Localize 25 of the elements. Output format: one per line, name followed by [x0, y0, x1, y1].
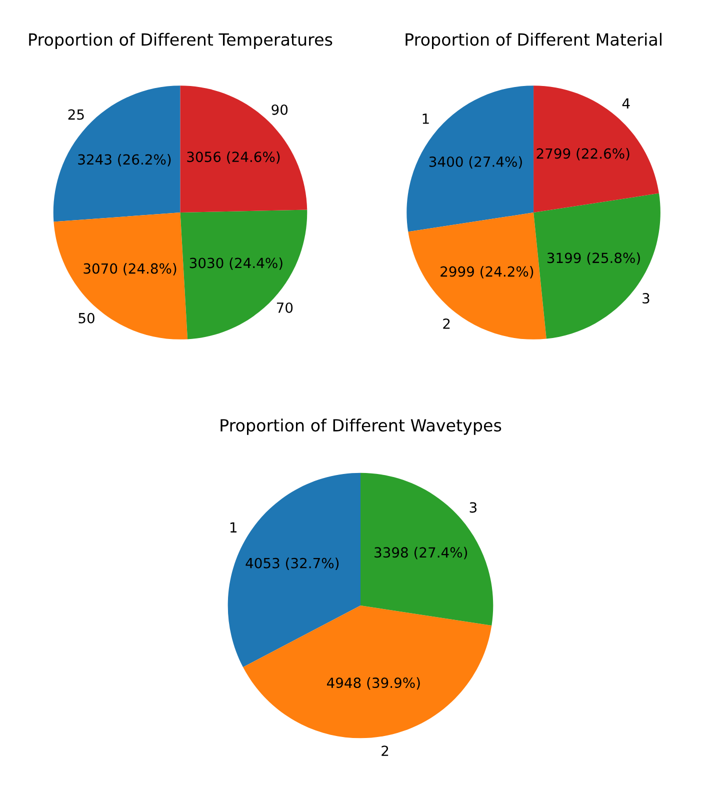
data-label: 3243 (26.2%) — [78, 154, 171, 166]
slice-label: 4 — [622, 98, 630, 109]
chart-title: Proportion of Different Wavetypes — [220, 418, 502, 435]
slice-label: 3 — [642, 293, 650, 304]
slice-label: 2 — [382, 746, 388, 756]
slice-label: 3 — [470, 502, 476, 513]
slice-label: 50 — [78, 312, 94, 324]
slice-label: 1 — [422, 114, 429, 124]
data-label: 3398 (27.4%) — [374, 546, 468, 560]
data-label: 3056 (24.6%) — [187, 151, 280, 164]
slice-label: 70 — [276, 302, 293, 313]
slice-label: 25 — [68, 109, 84, 120]
data-label: 2799 (22.6%) — [536, 148, 630, 160]
slice-label: 1 — [230, 522, 236, 532]
data-label: 3030 (24.4%) — [190, 257, 282, 270]
chart-title: Proportion of Different Material — [406, 32, 662, 50]
data-label: 4053 (32.7%) — [246, 558, 339, 570]
chart-title: Proportion of Different Temperatures — [29, 32, 332, 50]
data-label: 3199 (25.8%) — [547, 252, 640, 265]
data-label: 3400 (27.4%) — [429, 156, 522, 169]
data-label: 3070 (24.8%) — [84, 263, 176, 276]
data-label: 2999 (24.2%) — [440, 266, 534, 278]
slice-label: 90 — [272, 104, 288, 115]
slice-label: 2 — [443, 318, 450, 329]
data-label: 4948 (39.9%) — [326, 677, 420, 690]
